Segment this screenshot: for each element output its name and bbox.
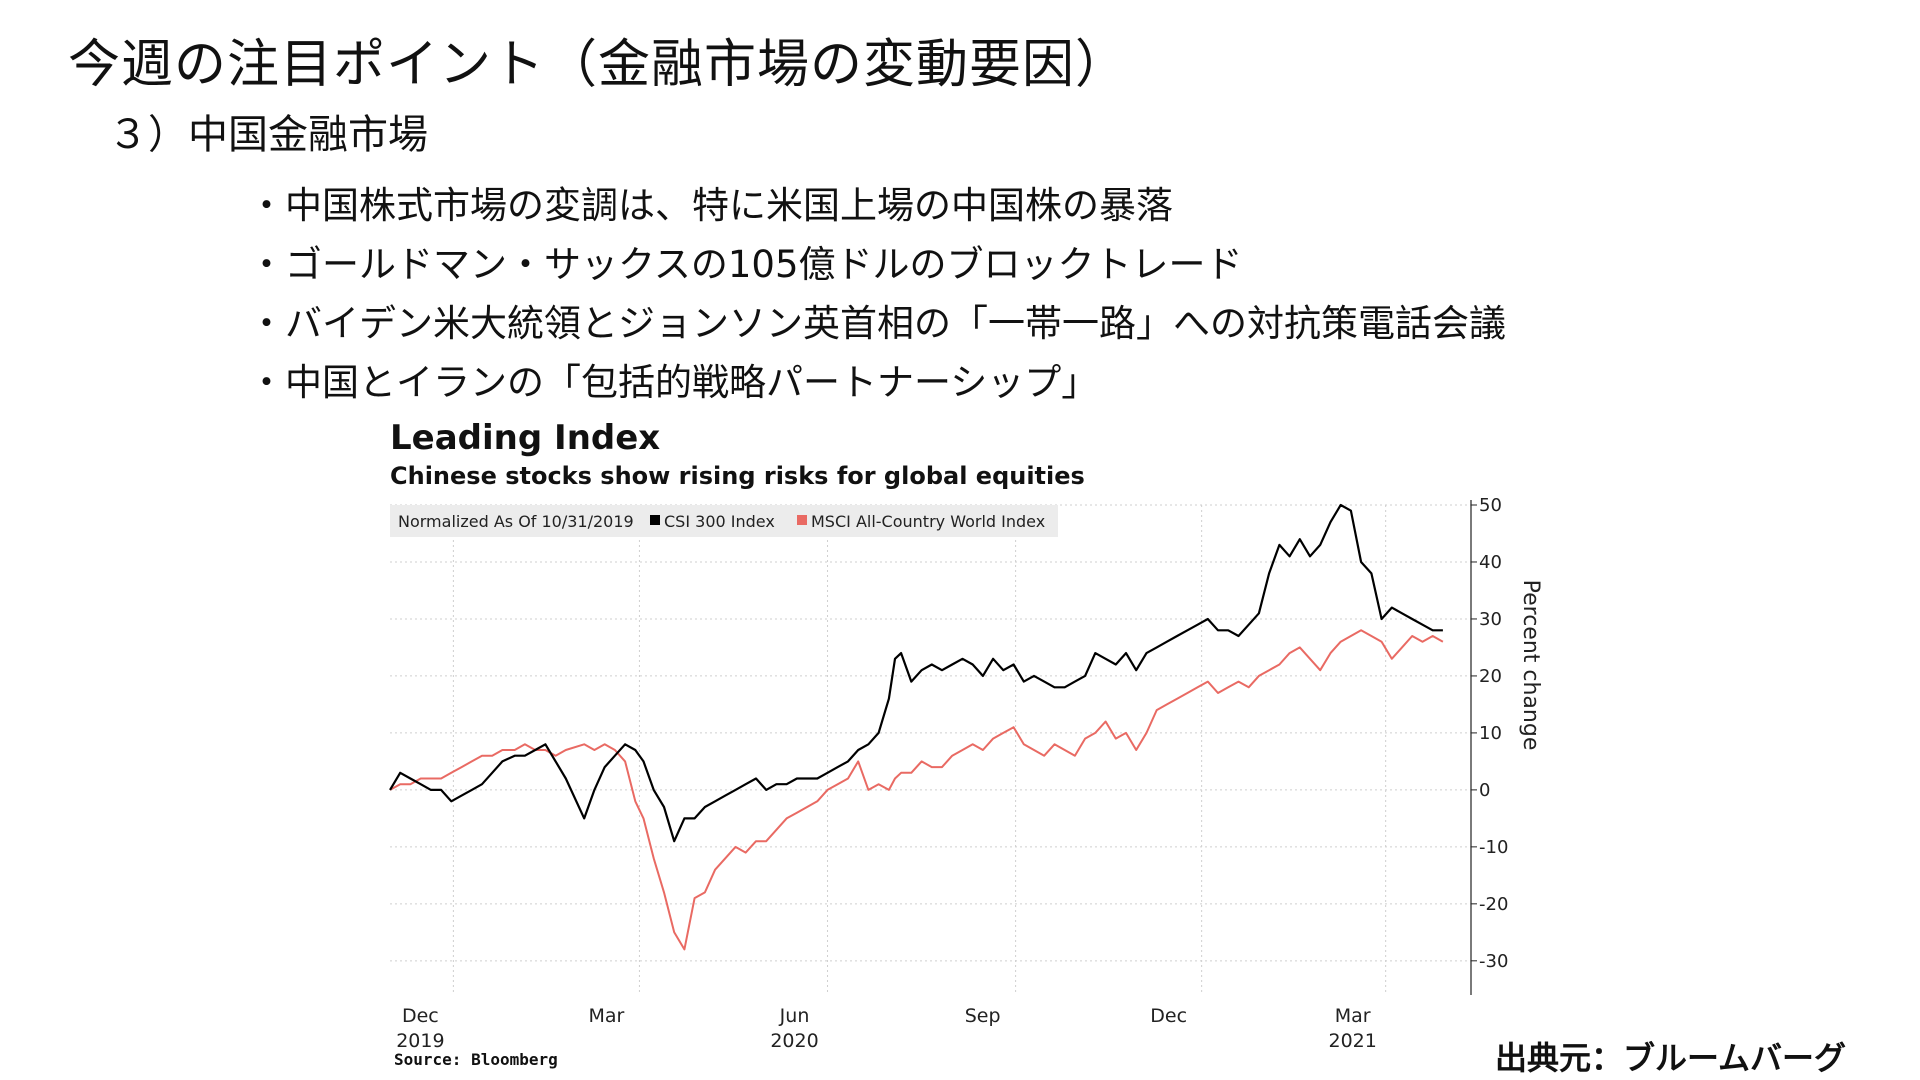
source-credit: 出典元：ブルームバーグ: [1495, 1039, 1847, 1077]
x-tick-label: Sep: [965, 1005, 1001, 1027]
bullet-list: ・中国株式市場の変調は、特に米国上場の中国株の暴落 ・ゴールドマン・サックスの1…: [248, 176, 1506, 412]
x-tick-label: Dec: [402, 1005, 439, 1027]
y-tick-label: -10: [1479, 837, 1508, 858]
y-tick-label: 30: [1479, 609, 1502, 630]
legend-label-msci: MSCI All-Country World Index: [811, 512, 1045, 531]
x-year-label: 2020: [770, 1030, 818, 1052]
y-axis-label: Percent change: [1518, 580, 1543, 751]
chart-subtitle: Chinese stocks show rising risks for glo…: [390, 462, 1085, 490]
grid-lines: [390, 504, 1471, 995]
x-tick-label: Mar: [588, 1005, 624, 1027]
legend: Normalized As Of 10/31/2019 CSI 300 Inde…: [390, 505, 1058, 537]
bullet-item: ・バイデン米大統領とジョンソン英首相の「一帯一路」への対抗策電話会議: [248, 302, 1506, 345]
y-tick-label: -30: [1479, 951, 1508, 972]
x-axis: Dec 2019 Mar Jun 2020 Sep Dec Mar 2021: [396, 1005, 1377, 1052]
slide-title: 今週の注目ポイント（金融市場の変動要因）: [68, 35, 1129, 95]
series-line-msci-acwi: [389, 629, 1444, 951]
chart-source: Source: Bloomberg: [394, 1050, 558, 1069]
x-tick-label: Mar: [1335, 1005, 1371, 1027]
slide-subtitle: ３）中国金融市場: [108, 112, 428, 158]
bullet-item: ・ゴールドマン・サックスの105億ドルのブロックトレード: [248, 243, 1243, 286]
series-lines: [389, 503, 1444, 951]
y-tick-label: 40: [1479, 552, 1502, 573]
legend-note: Normalized As Of 10/31/2019: [398, 512, 634, 531]
x-tick-label: Jun: [779, 1005, 810, 1027]
y-tick-label: 0: [1479, 780, 1490, 801]
legend-swatch-csi: [650, 515, 660, 525]
legend-swatch-msci: [797, 515, 807, 525]
y-tick-label: 20: [1479, 666, 1502, 687]
y-tick-label: -20: [1479, 894, 1508, 915]
series-line-csi300: [389, 503, 1443, 843]
chart-title: Leading Index: [390, 418, 661, 458]
y-tick-label: 50: [1479, 495, 1502, 516]
legend-box: [390, 505, 1058, 537]
x-year-label: 2021: [1328, 1030, 1376, 1052]
bullet-item: ・中国とイランの「包括的戦略パートナーシップ」: [248, 361, 1099, 404]
bullet-item: ・中国株式市場の変調は、特に米国上場の中国株の暴落: [248, 184, 1173, 227]
y-tick-label: 10: [1479, 723, 1502, 744]
y-axis: 50 40 30 20 10 0 -10 -20 -30: [1470, 495, 1508, 995]
x-year-label: 2019: [396, 1030, 444, 1052]
legend-label-csi: CSI 300 Index: [664, 512, 775, 531]
x-tick-label: Dec: [1150, 1005, 1187, 1027]
